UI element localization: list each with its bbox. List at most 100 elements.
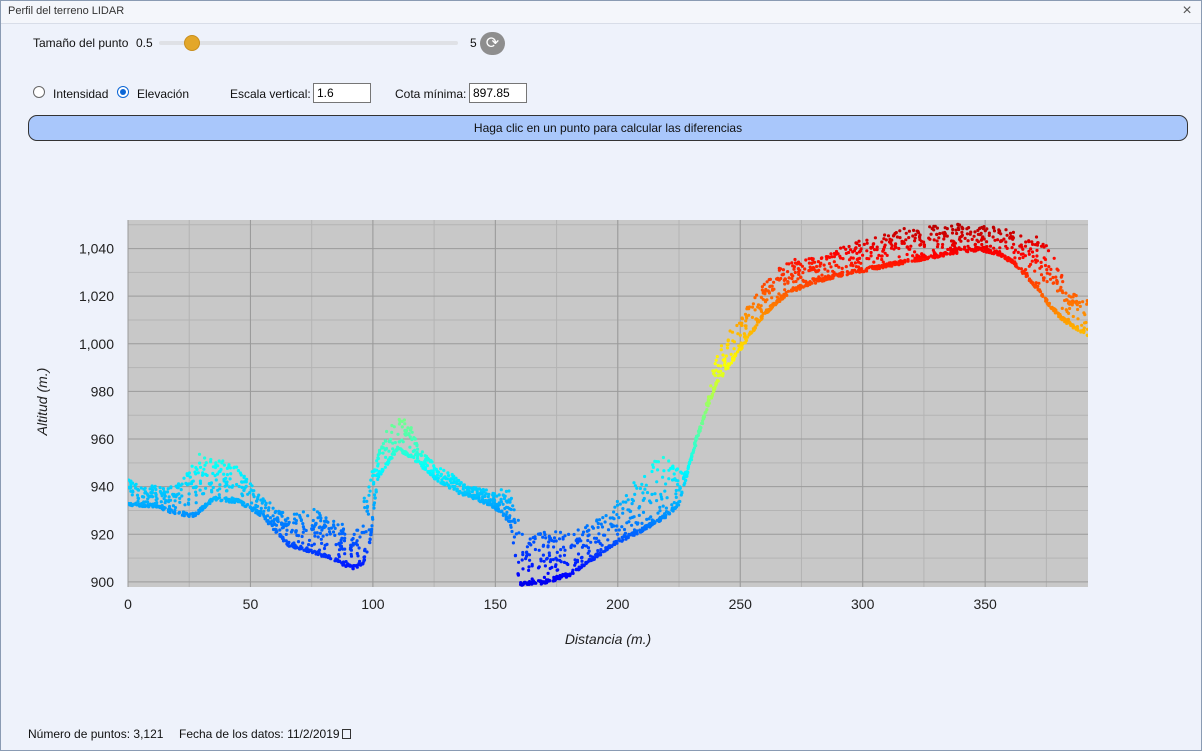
data-point[interactable] [219, 467, 223, 472]
data-point[interactable] [770, 284, 774, 288]
data-point[interactable] [840, 274, 844, 278]
data-point[interactable] [1010, 246, 1014, 250]
data-point[interactable] [999, 232, 1003, 236]
data-point[interactable] [586, 560, 590, 564]
data-point[interactable] [954, 228, 958, 232]
data-point[interactable] [913, 239, 917, 243]
data-point[interactable] [507, 516, 511, 520]
data-point[interactable] [276, 520, 280, 524]
data-point[interactable] [753, 308, 757, 312]
data-point[interactable] [799, 275, 803, 279]
data-point[interactable] [220, 498, 224, 502]
data-point[interactable] [877, 253, 881, 257]
data-point[interactable] [533, 537, 537, 541]
data-point[interactable] [552, 536, 557, 540]
data-point[interactable] [961, 226, 965, 230]
data-point[interactable] [598, 541, 602, 546]
data-point[interactable] [724, 354, 728, 358]
data-point[interactable] [658, 505, 662, 509]
data-point[interactable] [466, 488, 470, 492]
data-point[interactable] [840, 270, 844, 274]
data-point[interactable] [976, 240, 981, 244]
data-point[interactable] [906, 259, 910, 263]
data-point[interactable] [663, 512, 667, 516]
data-point[interactable] [280, 514, 284, 518]
data-point[interactable] [695, 436, 699, 440]
data-point[interactable] [586, 551, 590, 555]
data-point[interactable] [653, 492, 657, 496]
data-point[interactable] [391, 441, 395, 445]
data-point[interactable] [801, 271, 805, 275]
data-point[interactable] [606, 538, 610, 542]
data-point[interactable] [559, 575, 564, 579]
data-point[interactable] [225, 473, 229, 477]
data-point[interactable] [701, 421, 705, 426]
data-point[interactable] [706, 398, 711, 402]
data-point[interactable] [970, 237, 974, 241]
data-point[interactable] [404, 450, 408, 454]
data-point[interactable] [1019, 234, 1023, 238]
data-point[interactable] [982, 246, 987, 250]
data-point[interactable] [1014, 262, 1018, 266]
data-point[interactable] [955, 231, 959, 236]
data-point[interactable] [268, 520, 272, 525]
data-point[interactable] [688, 460, 692, 464]
data-point[interactable] [940, 245, 945, 249]
data-point[interactable] [804, 279, 808, 283]
data-point[interactable] [183, 503, 187, 507]
data-point[interactable] [209, 498, 213, 502]
data-point[interactable] [870, 245, 875, 249]
data-point[interactable] [898, 259, 903, 263]
data-point[interactable] [1049, 267, 1053, 271]
data-point[interactable] [855, 241, 859, 246]
data-point[interactable] [1085, 327, 1089, 331]
data-point[interactable] [614, 528, 618, 532]
data-point[interactable] [1071, 295, 1075, 299]
data-point[interactable] [414, 453, 418, 457]
data-point[interactable] [313, 534, 317, 538]
data-point[interactable] [817, 275, 821, 279]
data-point[interactable] [1068, 302, 1072, 306]
data-point[interactable] [506, 506, 510, 510]
data-point[interactable] [178, 500, 182, 504]
data-point[interactable] [735, 323, 739, 328]
data-point[interactable] [932, 250, 936, 254]
data-point[interactable] [494, 508, 498, 512]
data-point[interactable] [1027, 252, 1031, 256]
data-point[interactable] [686, 467, 690, 471]
data-point[interactable] [1025, 271, 1029, 275]
data-point[interactable] [554, 530, 558, 534]
data-point[interactable] [244, 484, 248, 488]
data-point[interactable] [980, 237, 984, 241]
data-point[interactable] [230, 496, 234, 500]
data-point[interactable] [368, 537, 372, 542]
data-point[interactable] [743, 312, 748, 316]
data-point[interactable] [728, 329, 732, 333]
elevation-profile-chart[interactable]: 0 50 100 150 200 250 300 350 900 920 940 960 980 1,00… [0, 0, 1202, 700]
data-point[interactable] [1030, 250, 1035, 254]
data-point[interactable] [580, 555, 584, 560]
data-point[interactable] [1035, 243, 1040, 247]
data-point[interactable] [142, 500, 146, 504]
data-point[interactable] [604, 514, 608, 518]
data-point[interactable] [344, 560, 348, 564]
data-point[interactable] [362, 496, 366, 500]
data-point[interactable] [596, 539, 601, 544]
data-point[interactable] [575, 558, 580, 562]
data-point[interactable] [426, 457, 431, 461]
data-point[interactable] [709, 384, 713, 388]
data-point[interactable] [328, 532, 332, 536]
data-point[interactable] [931, 255, 935, 259]
data-point[interactable] [271, 514, 275, 518]
data-point[interactable] [862, 242, 866, 246]
data-point[interactable] [410, 430, 414, 434]
data-point[interactable] [526, 581, 530, 585]
data-point[interactable] [774, 303, 778, 307]
data-point[interactable] [811, 266, 815, 270]
data-point[interactable] [211, 471, 215, 476]
data-point[interactable] [612, 510, 616, 514]
data-point[interactable] [922, 243, 927, 247]
data-point[interactable] [281, 525, 285, 530]
data-point[interactable] [365, 509, 369, 513]
data-point[interactable] [475, 490, 479, 494]
